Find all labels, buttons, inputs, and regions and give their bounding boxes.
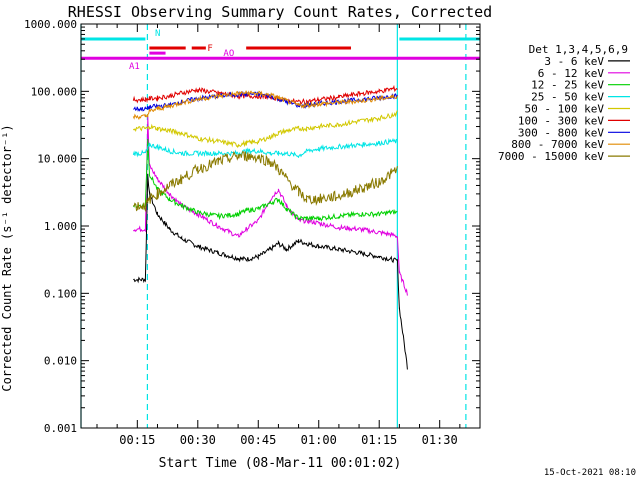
- x-tick-label: 00:45: [240, 433, 276, 447]
- x-tick-label: 00:15: [119, 433, 155, 447]
- legend-label: 25 - 50 keV: [531, 91, 604, 104]
- plot-area: N F AO A1: [80, 24, 480, 428]
- series-line-50-100-kev: [132, 110, 398, 149]
- legend-label: 800 - 7000 keV: [511, 138, 604, 151]
- y-tick-label: 1.000: [44, 220, 77, 233]
- series-line-800-7000-kev: [132, 90, 398, 121]
- y-tick-label: 10.000: [37, 153, 77, 166]
- legend-label: 7000 - 15000 keV: [498, 150, 604, 163]
- y-tick-label: 0.001: [44, 422, 77, 435]
- legend-label: 50 - 100 keV: [525, 103, 605, 116]
- flag-label-ao: AO: [223, 49, 234, 59]
- y-tick-label: 0.010: [44, 355, 77, 368]
- flag-label-n: N: [155, 29, 160, 39]
- y-tick-label: 1000.000: [24, 18, 77, 31]
- axes: 0.001 0.010 0.100 1.000 10.000 100.000 1000.00…: [24, 18, 481, 447]
- series-line-300-800-kev: [133, 91, 398, 112]
- y-tick-label: 0.100: [44, 287, 77, 300]
- x-tick-label: 01:30: [422, 433, 458, 447]
- legend-label: 300 - 800 keV: [518, 126, 604, 139]
- legend-label: 12 - 25 keV: [531, 79, 604, 92]
- flag-label-f: F: [207, 44, 212, 54]
- series-line-12-25-kev: [132, 138, 398, 222]
- y-axis-label: Corrected Count Rate (s⁻¹ detector⁻¹): [0, 124, 14, 391]
- series-line-3-6-kev: [133, 173, 408, 370]
- series-line-25-50-kev: [132, 137, 398, 158]
- series-line-7000-15000-kev: [133, 150, 398, 213]
- x-tick-label: 01:00: [301, 433, 337, 447]
- flag-label-a1: A1: [129, 62, 140, 72]
- timestamp: 15-Oct-2021 08:10: [544, 468, 636, 478]
- x-axis-label: Start Time (08-Mar-11 00:01:02): [159, 456, 402, 471]
- series-line-6-12-kev: [133, 116, 408, 296]
- y-tick-label: 100.000: [31, 85, 77, 98]
- x-tick-label: 01:15: [361, 433, 397, 447]
- chart-title: RHESSI Observing Summary Count Rates, Co…: [68, 3, 492, 21]
- legend-title: Det 1,3,4,5,6,9: [529, 43, 628, 56]
- legend-label: 3 - 6 keV: [544, 55, 604, 68]
- legend-label: 100 - 300 keV: [518, 114, 604, 127]
- plot-frame: [80, 23, 481, 429]
- x-tick-label: 00:30: [180, 433, 216, 447]
- legend-label: 6 - 12 keV: [538, 67, 605, 80]
